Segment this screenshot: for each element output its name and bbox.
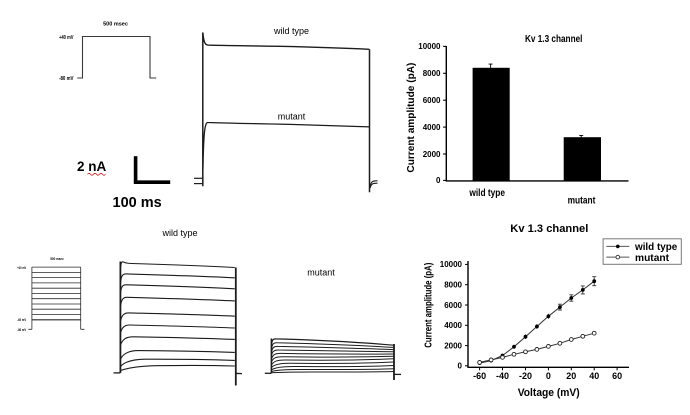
svg-text:0: 0 xyxy=(546,371,551,381)
svg-text:2 nA: 2 nA xyxy=(77,159,107,174)
svg-text:2000: 2000 xyxy=(423,150,441,159)
svg-text:2000: 2000 xyxy=(444,341,462,350)
svg-text:mutant: mutant xyxy=(307,268,335,278)
svg-text:0: 0 xyxy=(458,362,463,371)
svg-text:wild type: wild type xyxy=(161,228,197,238)
svg-text:40: 40 xyxy=(589,371,599,381)
svg-text:Voltage (mV): Voltage (mV) xyxy=(518,387,580,399)
svg-text:8000: 8000 xyxy=(423,69,441,78)
svg-text:4000: 4000 xyxy=(423,123,441,132)
svg-text:-80 mV: -80 mV xyxy=(59,76,74,82)
svg-text:500 msec: 500 msec xyxy=(103,22,128,28)
svg-text:Current amplitude (pA): Current amplitude (pA) xyxy=(423,263,434,348)
svg-text:100 ms: 100 ms xyxy=(113,195,162,211)
svg-text:60: 60 xyxy=(612,371,622,381)
svg-text:8000: 8000 xyxy=(444,281,462,290)
svg-text:4000: 4000 xyxy=(444,321,462,330)
svg-text:wild type: wild type xyxy=(634,242,678,253)
svg-text:-80 mV: -80 mV xyxy=(17,327,26,332)
svg-text:wild type: wild type xyxy=(469,188,506,199)
svg-text:20: 20 xyxy=(566,371,576,381)
svg-text:6000: 6000 xyxy=(423,96,441,105)
svg-text:-20: -20 xyxy=(519,371,532,381)
svg-text:mutant: mutant xyxy=(568,196,596,207)
svg-text:0: 0 xyxy=(436,176,441,185)
svg-text:wild type: wild type xyxy=(273,26,309,36)
svg-text:mutant: mutant xyxy=(278,112,306,122)
svg-text:10000: 10000 xyxy=(440,260,463,269)
svg-text:Current amplitude (pA): Current amplitude (pA) xyxy=(406,63,417,173)
svg-text:500 msec: 500 msec xyxy=(50,256,64,261)
svg-text:-60 mV: -60 mV xyxy=(17,317,26,322)
svg-text:-40: -40 xyxy=(496,371,509,381)
svg-text:-60: -60 xyxy=(473,371,486,381)
svg-text:+40 mV: +40 mV xyxy=(59,35,74,41)
svg-text:mutant: mutant xyxy=(635,253,670,264)
svg-text:Kv 1.3 channel: Kv 1.3 channel xyxy=(510,223,588,235)
svg-text:+40 mV: +40 mV xyxy=(17,265,26,270)
svg-text:6000: 6000 xyxy=(444,301,462,310)
svg-text:10000: 10000 xyxy=(418,42,441,51)
svg-text:Kv 1.3 channel: Kv 1.3 channel xyxy=(525,34,583,45)
